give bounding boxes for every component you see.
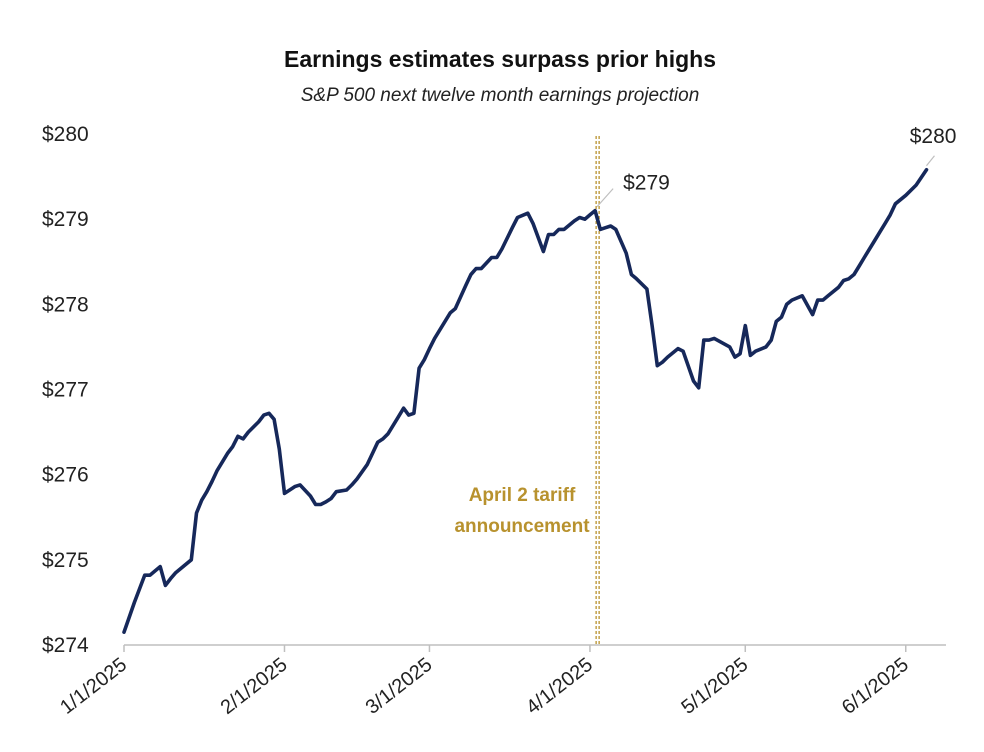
data-labels: $279 $280	[596, 125, 957, 208]
chart-title: Earnings estimates surpass prior highs	[283, 46, 717, 72]
leader-line	[925, 155, 935, 167]
leader-line	[596, 188, 614, 208]
y-tick-label: $277	[42, 379, 89, 402]
x-tick-label: 5/1/2025	[677, 654, 752, 719]
x-tick-label: 3/1/2025	[362, 654, 437, 719]
y-tick-label: $275	[42, 549, 89, 572]
y-tick-label: $276	[42, 464, 89, 487]
y-tick-label: $279	[42, 208, 89, 231]
y-tick-label: $274	[42, 634, 89, 657]
x-axis-ticks: 1/1/2025 2/1/2025 3/1/2025 4/1/2025 5/1/2025…	[56, 645, 913, 719]
data-label-280: $280	[910, 125, 957, 148]
data-label-279: $279	[623, 172, 670, 195]
x-tick-label: 6/1/2025	[838, 654, 913, 719]
annotations: April 2 tariff announcement	[454, 136, 600, 645]
x-tick-label: 1/1/2025	[56, 654, 131, 719]
x-tick-label: 4/1/2025	[522, 654, 597, 719]
series-line	[122, 168, 929, 634]
series-group	[122, 168, 929, 634]
tariff-annotation-label: April 2 tariff	[469, 485, 576, 506]
chart-subtitle: S&P 500 next twelve month earnings proje…	[300, 85, 700, 106]
y-tick-label: $280	[42, 123, 89, 146]
x-tick-label: 2/1/2025	[217, 654, 292, 719]
y-tick-label: $278	[42, 293, 89, 316]
y-axis-ticks: $274 $275 $276 $277 $278 $279 $280	[42, 123, 89, 657]
tariff-annotation-label: announcement	[454, 516, 590, 537]
